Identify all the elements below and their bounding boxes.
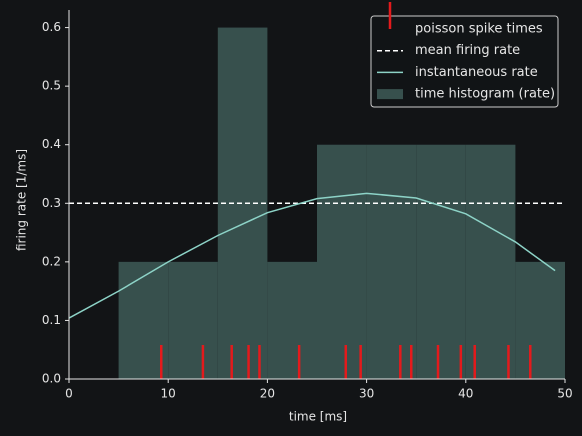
y-tick-label: 0.3 [42, 196, 61, 210]
legend-marker [377, 89, 403, 100]
legend-label: poisson spike times [415, 22, 543, 37]
histogram-bar [515, 261, 565, 379]
x-tick-label: 10 [161, 387, 176, 401]
legend-box [370, 15, 559, 108]
histogram-bar [118, 261, 169, 379]
x-tick-label: 50 [557, 387, 572, 401]
y-tick-label: 0.1 [42, 313, 61, 327]
histogram-bar [267, 261, 317, 379]
histogram-bar [366, 144, 417, 379]
legend-label: time histogram (rate) [415, 87, 555, 102]
x-axis-label: time [ms] [289, 410, 347, 424]
y-tick-label: 0.6 [42, 20, 61, 34]
histogram-bar [416, 144, 466, 379]
histogram-bar [317, 144, 367, 379]
legend-label: instantaneous rate [415, 65, 538, 80]
legend: poisson spike times mean firing rate insta… [370, 2, 559, 108]
histogram-bar [217, 27, 268, 379]
legend-label: mean firing rate [415, 43, 520, 58]
y-tick-label: 0.0 [42, 372, 61, 386]
rate-line [68, 192, 556, 319]
y-tick-label: 0.5 [42, 79, 61, 93]
x-tick-label: 20 [260, 387, 275, 401]
histogram-bar [168, 261, 218, 379]
x-tick-label: 0 [65, 387, 73, 401]
histogram-bar [465, 144, 516, 379]
y-tick-label: 0.2 [42, 254, 61, 268]
y-tick-label: 0.4 [42, 137, 61, 151]
x-tick-label: 30 [359, 387, 374, 401]
y-axis-label: firing rate [1/ms] [15, 149, 29, 251]
x-tick-label: 40 [458, 387, 473, 401]
